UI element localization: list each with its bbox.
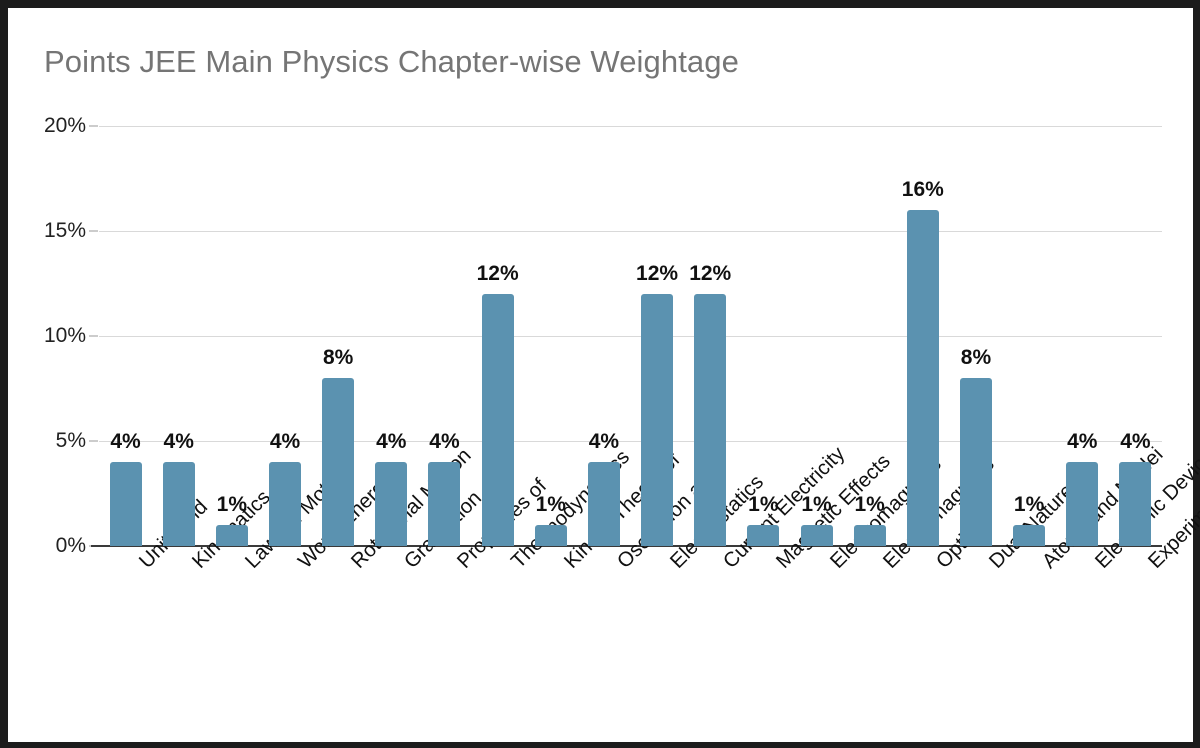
bar[interactable] bbox=[534, 525, 567, 546]
x-axis-category-label: Oscillation and bbox=[612, 462, 723, 573]
bar-group[interactable]: 4% Properties of bbox=[418, 126, 551, 573]
bar-group[interactable]: 1% Atoms and Nuclei bbox=[1003, 126, 1168, 573]
x-axis-baseline bbox=[91, 545, 1162, 547]
bar[interactable] bbox=[587, 462, 620, 546]
bar-group[interactable]: 1%Electromagnetic bbox=[843, 126, 998, 573]
bar-value-label: 4% bbox=[1067, 430, 1098, 453]
bar[interactable] bbox=[853, 525, 886, 546]
bar-group[interactable]: 8% Dual Nature of bbox=[949, 126, 1094, 573]
bar-group[interactable]: 1% Kinetic Theory of bbox=[524, 126, 684, 573]
bar-group[interactable]: 1% Magnetic Effects bbox=[737, 126, 895, 573]
chart-canvas: Points JEE Main Physics Chapter-wise Wei… bbox=[8, 8, 1200, 742]
bar[interactable] bbox=[322, 378, 355, 546]
bar[interactable] bbox=[375, 462, 408, 546]
y-axis-tick bbox=[89, 230, 98, 232]
bar-value-label: 8% bbox=[322, 346, 354, 369]
plot-area: 0%5%10%15%20%4%Units and4%Kinematics1%La… bbox=[44, 114, 1200, 573]
bar-value-label: 16% bbox=[901, 178, 944, 201]
bar-value-label: 4% bbox=[110, 430, 141, 453]
bar-value-label: 12% bbox=[689, 262, 732, 285]
gridline bbox=[99, 126, 1162, 127]
y-axis-tick-label: 20% bbox=[43, 114, 86, 137]
y-axis-tick-label: 10% bbox=[43, 324, 86, 347]
x-axis-category-label: Experimental bbox=[1143, 471, 1200, 573]
bar[interactable] bbox=[641, 294, 674, 546]
bar-value-label: 4% bbox=[1120, 430, 1151, 453]
bar-group[interactable]: 4% Experimental bbox=[1109, 126, 1200, 573]
gridline bbox=[99, 231, 1162, 232]
bar[interactable] bbox=[162, 462, 195, 546]
bar-group[interactable]: 4% Oscillation and bbox=[577, 126, 724, 573]
x-axis-category-label: Work, Energy, bbox=[293, 466, 401, 573]
bar-value-label: 4% bbox=[163, 430, 194, 453]
bar[interactable] bbox=[959, 378, 992, 546]
bar-group[interactable]: 4% Work, Energy, bbox=[258, 126, 400, 573]
bar[interactable] bbox=[1119, 462, 1152, 546]
bar-value-label: 4% bbox=[429, 430, 460, 453]
y-axis-tick-label: 15% bbox=[43, 219, 86, 242]
y-axis-tick bbox=[89, 440, 98, 442]
bar[interactable] bbox=[1013, 525, 1046, 546]
x-axis-category-label: Current Electricity bbox=[718, 442, 850, 573]
bar-value-label: 8% bbox=[960, 346, 992, 369]
bar-value-label: 12% bbox=[476, 262, 519, 285]
gridline bbox=[99, 441, 1162, 442]
bar[interactable] bbox=[747, 525, 780, 546]
bar-group[interactable]: 12% Current Electricity bbox=[684, 126, 849, 573]
bar-value-label: 12% bbox=[636, 262, 679, 285]
x-axis-category-label: Magnetic Effects bbox=[771, 449, 896, 573]
bar-group[interactable]: 12% Electrostatics bbox=[631, 126, 768, 573]
bar-value-label: 4% bbox=[269, 430, 301, 453]
x-axis-category-label: Laws of Motion bbox=[240, 459, 354, 573]
x-axis-category-label: Optics bbox=[931, 515, 988, 572]
bar[interactable] bbox=[269, 462, 301, 546]
x-axis-category-label: Atoms and Nuclei bbox=[1037, 442, 1168, 573]
x-axis-category-label: Gravitation bbox=[400, 486, 486, 572]
x-axis-category-label: Units and bbox=[134, 495, 212, 573]
bar-group[interactable]: 12% Thermodynamics bbox=[471, 126, 634, 573]
bar[interactable] bbox=[694, 294, 727, 546]
x-axis-category-label: Properties of bbox=[453, 474, 552, 572]
bar[interactable] bbox=[1066, 462, 1099, 546]
bar-group[interactable]: 1%Laws of Motion bbox=[205, 126, 354, 573]
gridline bbox=[99, 336, 1162, 337]
bar-value-label: 1% bbox=[854, 493, 885, 516]
bar[interactable] bbox=[906, 210, 939, 546]
x-axis-category-label: Electronic Devices bbox=[1091, 437, 1200, 572]
x-axis-category-label: Rotational Motion bbox=[346, 443, 476, 573]
bar[interactable] bbox=[109, 462, 142, 546]
page-title: Points JEE Main Physics Chapter-wise Wei… bbox=[44, 44, 739, 79]
x-axis-category-label: Thermodynamics bbox=[506, 445, 634, 573]
x-axis-category-label: Electromagnetic bbox=[825, 452, 946, 573]
bar-group[interactable]: 1%Electromagnetic bbox=[790, 126, 945, 573]
x-axis-category-label: Dual Nature of bbox=[984, 463, 1095, 573]
bar-group[interactable]: 4% Gravitation bbox=[365, 126, 486, 573]
bar[interactable] bbox=[215, 525, 248, 546]
x-axis-category-label: Electrostatics bbox=[666, 470, 768, 572]
x-axis-category-label: Kinematics bbox=[187, 486, 274, 573]
y-axis-tick-label: 0% bbox=[55, 534, 86, 557]
x-axis-category-label: Electromagnetic bbox=[878, 453, 998, 573]
bar-value-label: 1% bbox=[1013, 493, 1045, 516]
bar-group[interactable]: 4% Units and bbox=[99, 126, 212, 573]
bar[interactable] bbox=[481, 294, 514, 546]
bar-value-label: 4% bbox=[588, 430, 620, 453]
bar-value-label: 1% bbox=[535, 493, 566, 516]
bar-group[interactable]: 4%Electronic Devices bbox=[1056, 126, 1200, 573]
bar-value-label: 1% bbox=[748, 493, 779, 516]
bar-value-label: 4% bbox=[376, 430, 407, 453]
bar-value-label: 1% bbox=[216, 493, 248, 516]
bar-group[interactable]: 16% Optics bbox=[896, 126, 989, 573]
y-axis-tick bbox=[89, 335, 98, 337]
y-axis-tick-label: 5% bbox=[55, 429, 86, 452]
bar-group[interactable]: 4% Kinematics bbox=[152, 126, 274, 573]
y-axis-tick bbox=[89, 125, 98, 127]
bar[interactable] bbox=[428, 462, 461, 546]
x-axis-category-label: Kinetic Theory of bbox=[559, 448, 685, 573]
bar[interactable] bbox=[800, 525, 833, 546]
bar-value-label: 1% bbox=[801, 493, 832, 516]
bar-group[interactable]: 8% Rotational Motion bbox=[312, 126, 476, 573]
